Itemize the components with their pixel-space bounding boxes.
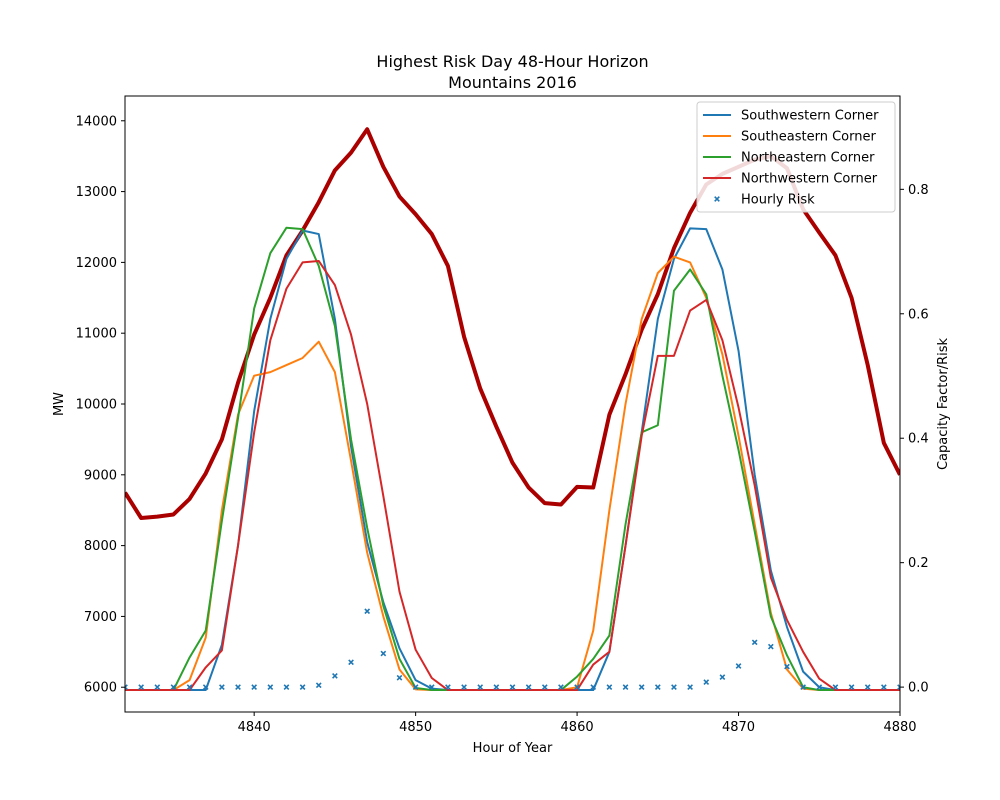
y2-tick-label: 0.0: [908, 681, 929, 696]
risk-point: [412, 684, 419, 690]
y2-tick-label: 0.6: [908, 307, 929, 322]
risk-point: [735, 663, 742, 669]
risk-point: [251, 684, 258, 690]
risk-point: [154, 684, 161, 690]
risk-point: [396, 674, 403, 681]
legend-box: [696, 101, 896, 213]
risk-point: [477, 684, 484, 690]
x-axis-label: Hour of Year: [473, 741, 553, 756]
risk-point: [800, 684, 806, 690]
risk-point: [315, 682, 322, 689]
risk-point: [380, 650, 387, 657]
risk-point: [897, 684, 900, 690]
risk-point: [687, 684, 693, 690]
chart-subtitle: Mountains 2016: [448, 73, 577, 92]
x-tick-label: 4860: [561, 720, 594, 735]
series-layer: [125, 127, 900, 692]
risk-point: [509, 684, 516, 690]
y-axis-label: MW: [52, 392, 67, 416]
y-tick-label: 8000: [84, 539, 117, 554]
legend-label: Northeastern Corner: [741, 151, 875, 166]
risk-point: [332, 673, 338, 679]
risk-point: [654, 684, 661, 690]
legend: Southwestern Corner Southeastern Corner No…: [696, 101, 896, 213]
risk-point: [299, 684, 306, 690]
y2-axis-label: Capacity Factor/Risk: [936, 338, 951, 471]
y2-tick-label: 0.4: [908, 432, 929, 447]
risk-point: [671, 684, 677, 690]
chart-title: Highest Risk Day 48-Hour Horizon: [376, 52, 648, 71]
y-tick-label: 9000: [84, 468, 117, 483]
x-axis: 4840 4850 4860 4870 4880: [238, 712, 917, 735]
risk-point: [364, 608, 371, 615]
risk-point: [864, 684, 871, 690]
legend-label: Northwestern Corner: [741, 172, 878, 187]
risk-point: [574, 684, 580, 690]
risk-point: [541, 684, 548, 690]
legend-label: Hourly Risk: [741, 193, 815, 208]
y2-tick-label: 0.8: [908, 183, 929, 198]
y2-tick-label: 0.2: [908, 556, 929, 571]
series-line-1: [125, 255, 900, 692]
risk-point: [283, 684, 290, 690]
risk-point: [267, 684, 274, 690]
risk-point: [558, 684, 564, 690]
y-tick-label: 12000: [76, 256, 117, 271]
legend-label: Southwestern Corner: [741, 109, 879, 124]
risk-point: [348, 659, 354, 666]
y-tick-label: 10000: [76, 398, 117, 413]
y-tick-label: 11000: [76, 327, 117, 342]
risk-point: [638, 684, 645, 690]
risk-point: [751, 639, 758, 646]
risk-point: [525, 684, 532, 690]
risk-point: [606, 684, 613, 690]
risk-point: [784, 663, 790, 670]
risk-point: [461, 684, 467, 690]
risk-point: [138, 684, 145, 690]
risk-point: [202, 684, 209, 690]
x-tick-label: 4880: [883, 720, 916, 735]
risk-point: [816, 684, 823, 690]
series-line-3: [125, 259, 900, 692]
risk-point: [622, 684, 629, 690]
y-axis-right: 0.0 0.2 0.4 0.6 0.8: [900, 183, 929, 696]
risk-point: [428, 684, 435, 690]
risk-point: [767, 643, 774, 650]
risk-point: [493, 684, 500, 690]
x-tick-label: 4850: [399, 720, 432, 735]
risk-point: [170, 684, 177, 690]
risk-point: [880, 684, 887, 690]
risk-layer: [125, 608, 900, 690]
y-tick-label: 6000: [84, 681, 117, 696]
risk-point: [590, 684, 597, 690]
risk-point: [719, 674, 726, 681]
risk-point: [125, 684, 128, 690]
risk-point: [219, 684, 225, 690]
y-tick-label: 13000: [76, 185, 117, 200]
y-tick-label: 14000: [76, 114, 117, 129]
y-axis-left: 6000 7000 8000 9000 10000 11000 12000 13000 1400…: [76, 114, 125, 696]
risk-point: [445, 684, 451, 690]
risk-point: [235, 684, 241, 690]
risk-point: [186, 684, 193, 690]
risk-point: [832, 684, 839, 690]
y-tick-label: 7000: [84, 610, 117, 625]
legend-swatch: [714, 196, 720, 202]
legend-label: Southeastern Corner: [741, 130, 876, 145]
x-tick-label: 4840: [238, 720, 271, 735]
risk-point: [703, 679, 710, 685]
x-tick-label: 4870: [722, 720, 755, 735]
risk-point: [848, 684, 855, 690]
